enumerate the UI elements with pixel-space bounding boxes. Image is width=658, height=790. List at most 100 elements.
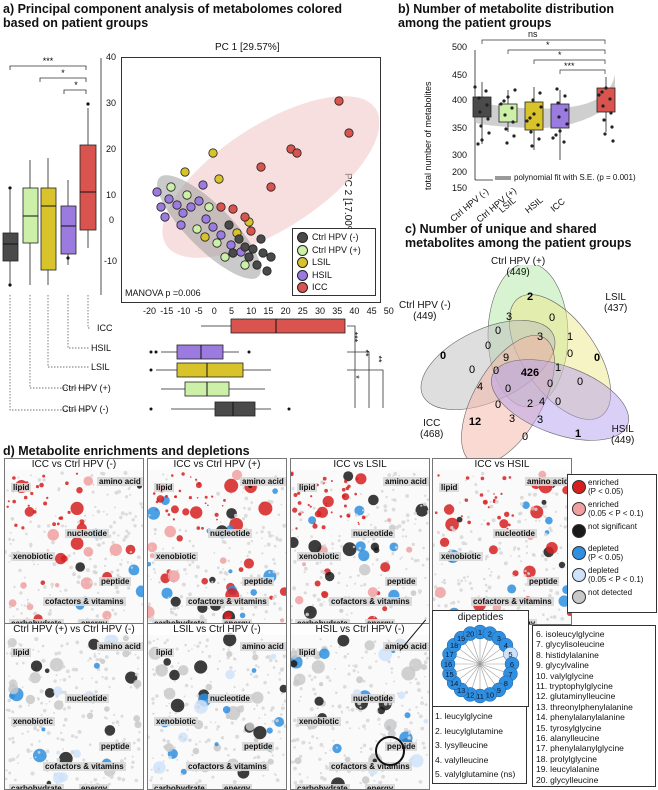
network-node bbox=[335, 691, 338, 695]
network-node bbox=[273, 562, 277, 565]
network-node bbox=[299, 779, 304, 784]
network-node bbox=[466, 575, 469, 578]
network-node bbox=[198, 740, 201, 743]
pca-x-tick: -15 bbox=[160, 306, 174, 316]
network-node bbox=[134, 672, 139, 677]
network-node bbox=[96, 591, 100, 595]
svg-text:1: 1 bbox=[555, 362, 561, 374]
network-node bbox=[123, 757, 127, 760]
pca-x-tick: 40 bbox=[349, 306, 360, 316]
network-node bbox=[546, 617, 550, 621]
network-node bbox=[377, 717, 381, 721]
network-node bbox=[65, 481, 69, 485]
network-node bbox=[111, 721, 115, 725]
network-node bbox=[79, 519, 85, 525]
network-node bbox=[12, 499, 16, 504]
network-node bbox=[443, 504, 455, 515]
network-node bbox=[165, 704, 168, 707]
panel-b-point bbox=[499, 102, 503, 106]
panel-b-point bbox=[529, 130, 533, 134]
network-category-label: amino acid bbox=[383, 642, 429, 651]
network-node bbox=[84, 519, 87, 521]
network-node bbox=[43, 585, 47, 589]
pca-plot-frame bbox=[121, 57, 381, 303]
network-node bbox=[552, 615, 557, 619]
dipeptide-list-a: 1. leucylglycine 2. leucylglutamine 3. lys… bbox=[432, 706, 527, 784]
pca-point bbox=[216, 202, 226, 212]
network-node bbox=[267, 531, 271, 535]
network-node bbox=[400, 556, 403, 559]
legend-label: enriched bbox=[588, 500, 619, 509]
network-node bbox=[209, 721, 212, 724]
network-node bbox=[135, 585, 143, 598]
panel-b-point bbox=[513, 88, 517, 92]
network-node bbox=[8, 599, 17, 607]
pca-point bbox=[246, 226, 256, 236]
dipeptide-list-item: 10. valylglycine bbox=[536, 670, 594, 681]
network-node bbox=[348, 512, 351, 515]
network-node bbox=[161, 548, 164, 550]
network-category-label: lipid bbox=[11, 483, 32, 492]
network-category-label: amino acid bbox=[525, 477, 571, 486]
pca-x-tick: 25 bbox=[297, 306, 308, 316]
network-node bbox=[272, 534, 274, 537]
hbox-ctrl-neg bbox=[214, 401, 256, 417]
network-node bbox=[245, 683, 249, 687]
network-node bbox=[95, 614, 100, 618]
network-node bbox=[418, 592, 421, 595]
network-node bbox=[389, 542, 399, 552]
network-node bbox=[343, 471, 354, 482]
pca-x-tick: -5 bbox=[194, 306, 203, 316]
network-node bbox=[225, 669, 235, 680]
network-node bbox=[83, 546, 94, 557]
network-node bbox=[554, 510, 558, 513]
network-node bbox=[53, 700, 64, 710]
svg-text:0: 0 bbox=[485, 340, 491, 352]
metabolite-network: Ctrl HPV (+) vs Ctrl HPV (-) lipid amino a… bbox=[4, 623, 144, 790]
network-category-label: amino acid bbox=[97, 477, 143, 486]
network-node bbox=[322, 746, 325, 748]
network-node bbox=[448, 548, 453, 553]
network-node bbox=[223, 499, 226, 502]
network-node bbox=[497, 515, 501, 520]
network-category-label: carbohydrate bbox=[295, 619, 350, 624]
network-node bbox=[18, 568, 22, 573]
network-node bbox=[190, 685, 193, 688]
network-node bbox=[329, 749, 332, 752]
network-node bbox=[487, 585, 492, 590]
panel-c-title-line1: c) Number of unique and shared bbox=[405, 222, 597, 236]
network-node bbox=[104, 667, 108, 672]
network-node bbox=[396, 692, 399, 695]
network-node bbox=[360, 750, 363, 754]
network-node bbox=[252, 676, 255, 679]
network-node bbox=[93, 652, 96, 655]
network-node bbox=[49, 609, 52, 612]
network-node bbox=[188, 738, 192, 743]
network-node bbox=[403, 727, 408, 732]
network-node bbox=[464, 498, 469, 502]
panel-b-point bbox=[538, 91, 542, 95]
network-category-label: cofactors & vitamins bbox=[471, 597, 554, 606]
network-node bbox=[437, 474, 440, 477]
network-node bbox=[223, 578, 226, 581]
svg-text:3: 3 bbox=[537, 331, 543, 343]
network-node bbox=[257, 666, 260, 669]
panel-b-point bbox=[485, 103, 489, 107]
panel-d-legend: enriched (P < 0.05) enriched (0.05 < P < 0.… bbox=[567, 474, 657, 613]
dipeptide-list-item: 9. glycylvaline bbox=[536, 660, 589, 671]
network-node bbox=[523, 574, 527, 578]
network-node bbox=[483, 577, 486, 581]
pca-legend-item: ICC bbox=[297, 282, 328, 293]
network-node bbox=[406, 519, 410, 522]
panel-b-y-tick: 500 bbox=[452, 42, 468, 52]
network-title: Ctrl HPV (+) vs Ctrl HPV (-) bbox=[5, 624, 143, 635]
network-node bbox=[556, 552, 559, 555]
network-node bbox=[311, 604, 315, 607]
network-node bbox=[30, 771, 35, 776]
network-node bbox=[484, 558, 488, 561]
network-node bbox=[346, 613, 348, 616]
network-node bbox=[216, 728, 219, 731]
network-node bbox=[282, 753, 285, 756]
dipeptide-node-label: 15 bbox=[445, 670, 453, 679]
network-node bbox=[92, 483, 95, 486]
